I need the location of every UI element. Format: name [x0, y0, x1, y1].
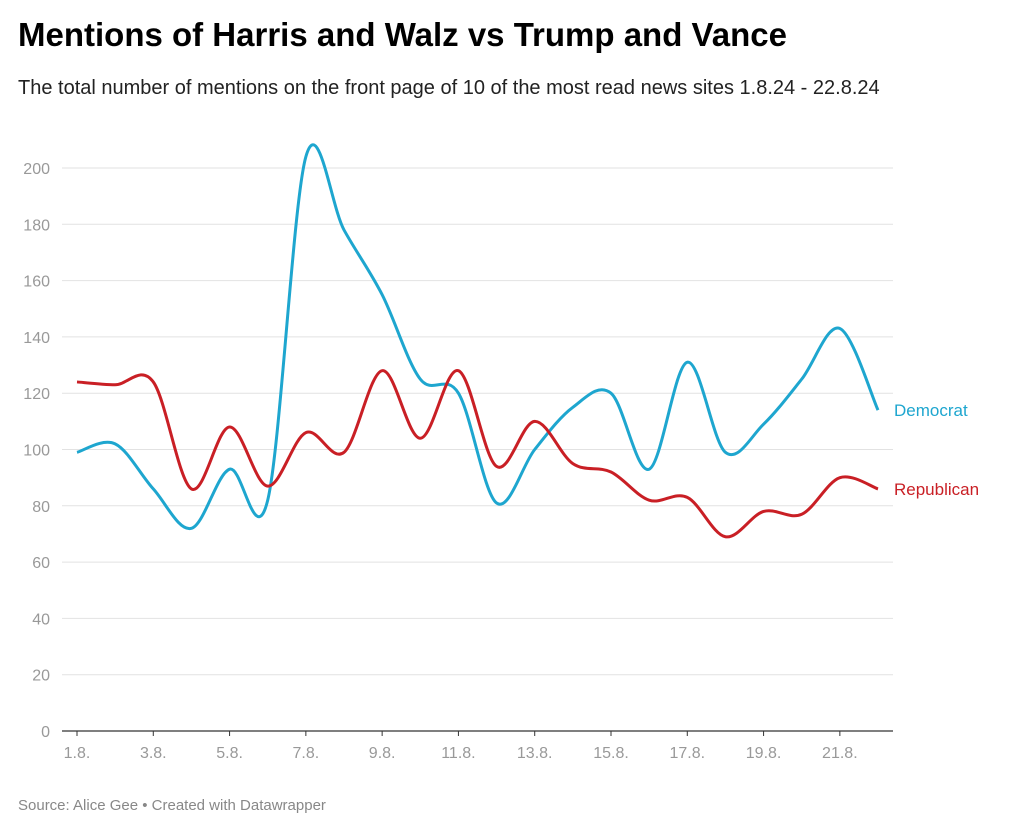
x-tick-label: 3.8.	[140, 745, 167, 762]
series-line-republican	[76, 369, 879, 539]
x-tick-label: 13.8.	[517, 745, 553, 762]
series-line-democrat	[76, 143, 880, 530]
y-tick-label: 160	[23, 274, 50, 291]
series-label-republican: Republican	[894, 480, 979, 499]
y-tick-label: 140	[23, 330, 50, 347]
series-label-democrat: Democrat	[894, 401, 968, 420]
x-tick-label: 15.8.	[593, 745, 629, 762]
x-tick-label: 1.8.	[64, 745, 91, 762]
y-tick-label: 120	[23, 386, 50, 403]
x-tick-label: 21.8.	[822, 745, 858, 762]
y-tick-label: 60	[32, 555, 50, 572]
chart-source: Source: Alice Gee • Created with Datawra…	[18, 797, 326, 814]
chart-subtitle: The total number of mentions on the fron…	[18, 77, 880, 99]
x-tick-label: 19.8.	[746, 745, 782, 762]
y-tick-label: 0	[41, 724, 50, 741]
y-tick-label: 40	[32, 611, 50, 628]
y-tick-label: 200	[23, 161, 50, 178]
y-tick-label: 180	[23, 217, 50, 234]
x-tick-label: 11.8.	[441, 745, 475, 762]
chart-title: Mentions of Harris and Walz vs Trump and…	[18, 16, 787, 53]
x-tick-label: 17.8.	[669, 745, 705, 762]
x-tick-label: 5.8.	[216, 745, 243, 762]
x-tick-label: 7.8.	[293, 745, 320, 762]
x-tick-label: 9.8.	[369, 745, 396, 762]
y-tick-label: 20	[32, 668, 50, 685]
y-tick-label: 80	[32, 499, 50, 516]
y-tick-label: 100	[23, 443, 50, 460]
